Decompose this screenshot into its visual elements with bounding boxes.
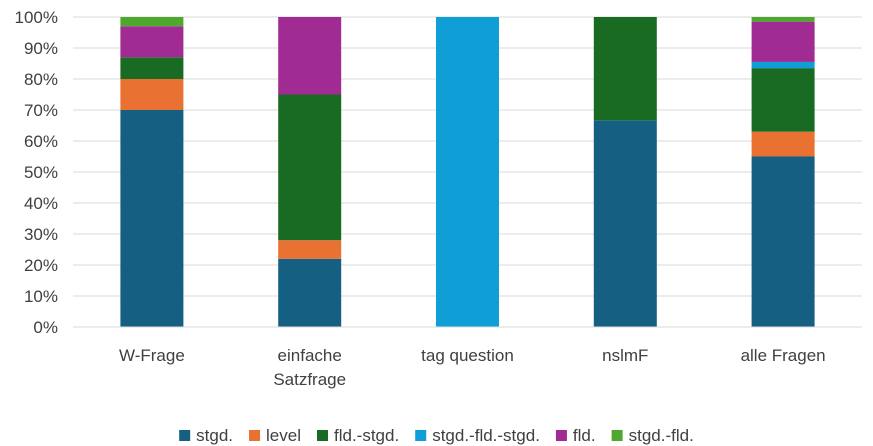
- bar-segment: [278, 240, 342, 259]
- bar-segment: [593, 17, 657, 121]
- legend: stgd. level fld.-stgd. stgd.-fld.-stgd. fld.…: [179, 426, 694, 445]
- y-tick-label: 60%: [24, 132, 58, 151]
- legend-label: fld.-stgd.: [334, 426, 399, 445]
- legend-swatch: [415, 430, 427, 441]
- bar-segment: [751, 17, 815, 22]
- y-tick-label: 100%: [15, 8, 58, 27]
- y-tick-label: 30%: [24, 225, 58, 244]
- bars: [120, 17, 815, 327]
- legend-swatch: [611, 430, 623, 441]
- x-category-label: W-Frage: [119, 346, 185, 365]
- legend-swatch: [555, 430, 567, 441]
- bar-segment: [120, 17, 184, 27]
- x-category-label: tag question: [421, 346, 514, 365]
- bar-segment: [436, 17, 499, 327]
- x-category-label: nslmF: [602, 346, 648, 365]
- y-tick-label: 90%: [24, 39, 58, 58]
- bar-segment: [751, 131, 815, 157]
- y-tick-label: 20%: [24, 256, 58, 275]
- bar-segment: [751, 61, 815, 69]
- bar-segment: [278, 258, 342, 327]
- bar-segment: [120, 110, 184, 327]
- bar-segment: [751, 156, 815, 327]
- legend-label: stgd.-fld.: [629, 426, 694, 445]
- y-tick-label: 70%: [24, 101, 58, 120]
- y-axis-tick-labels: 0% 10% 20% 30% 40% 50% 60% 70% 80% 90% 100%: [15, 8, 58, 337]
- legend-swatch: [249, 430, 261, 441]
- y-tick-label: 40%: [24, 194, 58, 213]
- bar-segment: [751, 21, 815, 62]
- x-category-label: einfache: [278, 346, 342, 365]
- x-category-label: alle Fragen: [741, 346, 826, 365]
- legend-label: level: [266, 426, 301, 445]
- y-tick-label: 80%: [24, 70, 58, 89]
- y-tick-label: 10%: [24, 287, 58, 306]
- legend-label: stgd.-fld.-stgd.: [432, 426, 540, 445]
- legend-swatch: [179, 430, 191, 441]
- legend-label: fld.: [573, 426, 596, 445]
- y-tick-label: 0%: [33, 318, 58, 337]
- bar-segment: [278, 94, 342, 241]
- legend-label: stgd.: [196, 426, 233, 445]
- y-tick-label: 50%: [24, 163, 58, 182]
- bar-segment: [278, 17, 342, 95]
- x-axis-category-labels: W-Frage einfache Satzfrage tag question nslm…: [119, 346, 826, 389]
- bar-segment: [751, 68, 815, 132]
- bar-segment: [120, 79, 184, 110]
- bar-segment: [593, 120, 657, 327]
- bar-segment: [120, 57, 184, 79]
- x-category-label: Satzfrage: [273, 370, 346, 389]
- legend-swatch: [317, 430, 329, 441]
- bar-segment: [120, 26, 184, 58]
